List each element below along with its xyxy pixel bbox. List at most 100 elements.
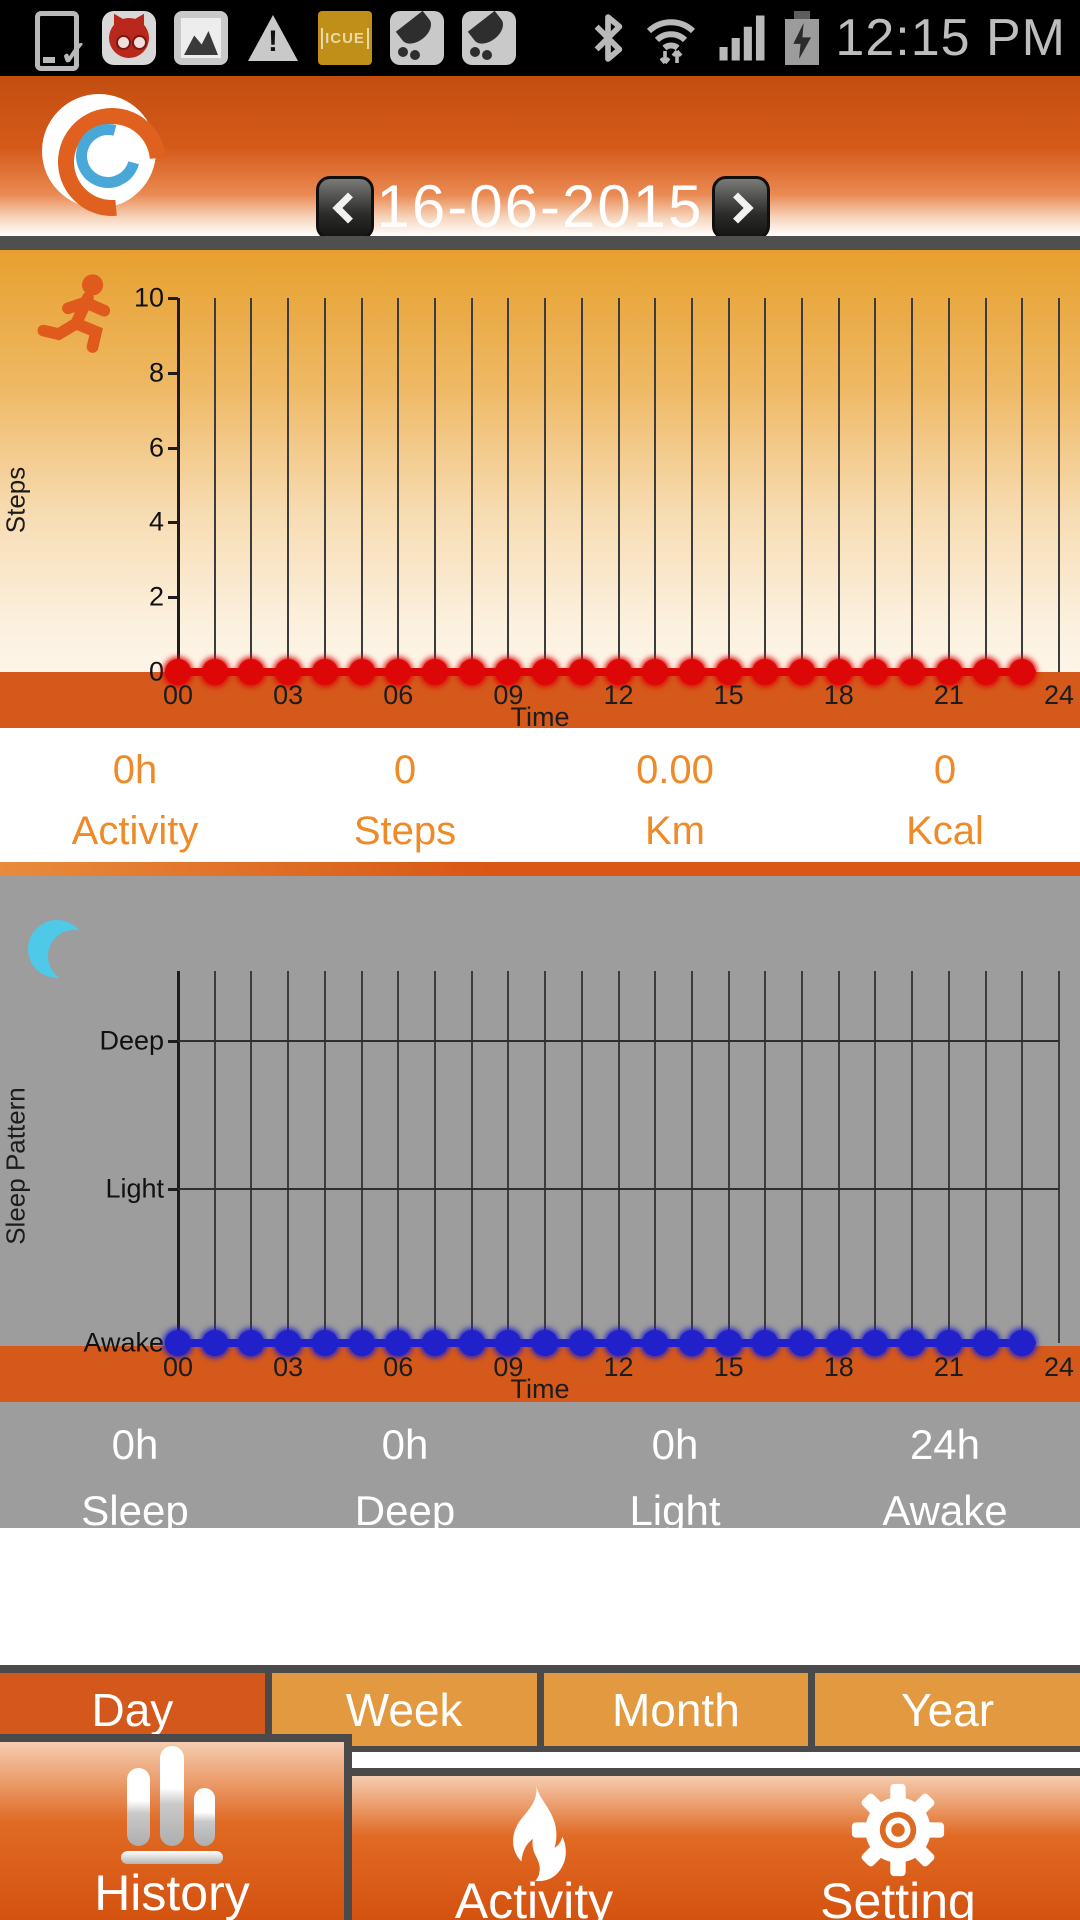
activity-stats-row: 0h Activity 0 Steps 0.00 Km 0 Kcal — [0, 740, 1080, 862]
notification-icons: ✓ ! ICUE — [30, 10, 516, 73]
data-point — [201, 659, 228, 685]
x-tick-label: 09 — [493, 1352, 524, 1382]
y-tick-label: 8 — [148, 357, 164, 388]
gridline-vertical — [764, 298, 767, 672]
wifi-icon — [647, 19, 696, 65]
data-point — [825, 1330, 852, 1356]
nav-setting[interactable]: Setting — [716, 1776, 1080, 1920]
x-tick-label: 06 — [383, 680, 414, 710]
gridline-vertical — [947, 298, 950, 672]
x-tick-label: 21 — [933, 1352, 964, 1382]
x-tick-label: 15 — [713, 1352, 744, 1382]
tab-day[interactable]: Day — [0, 1673, 265, 1746]
gridline-vertical — [507, 971, 510, 1343]
next-day-button[interactable] — [712, 176, 770, 240]
icue-label: ICUE — [321, 27, 369, 49]
data-point — [238, 1330, 265, 1356]
steps-y-axis-title: Steps — [0, 466, 31, 534]
data-point — [421, 1330, 448, 1356]
data-point — [789, 1330, 816, 1356]
gridline-vertical — [984, 298, 987, 672]
flame-icon — [488, 1782, 580, 1887]
gridline-vertical — [213, 298, 216, 672]
gridline-vertical — [690, 298, 693, 672]
data-point — [899, 659, 926, 685]
gridline-vertical — [837, 971, 840, 1343]
data-point — [532, 659, 559, 685]
tab-year[interactable]: Year — [815, 1673, 1080, 1746]
gridline-vertical — [397, 971, 400, 1343]
x-tick-label: 00 — [162, 680, 194, 710]
sleep-stats-row: 0h Sleep 0h Deep 0h Light 24h Awake — [0, 1421, 1080, 1535]
gridline-vertical — [1058, 298, 1060, 672]
data-point — [348, 1330, 375, 1356]
data-point — [1009, 1330, 1036, 1356]
data-point — [972, 659, 999, 685]
gridline-vertical — [470, 971, 473, 1343]
sleep-x-axis-title: Time — [510, 1374, 570, 1404]
date-navigator: 16-06-2015 — [0, 76, 1080, 240]
data-point — [678, 1330, 705, 1356]
battery-charging-icon — [785, 11, 820, 65]
data-point — [385, 659, 412, 685]
signal-strength-icon — [719, 15, 765, 61]
data-point — [642, 1330, 669, 1356]
gridline-vertical — [544, 971, 547, 1343]
tab-month[interactable]: Month — [543, 1673, 809, 1746]
data-point — [495, 1330, 522, 1356]
gridline-vertical — [470, 298, 473, 672]
runner-icon — [37, 274, 111, 353]
gridline-vertical — [360, 971, 363, 1343]
status-bar: ✓ ! ICUE — [0, 0, 1080, 76]
nav-history[interactable]: History — [0, 1734, 352, 1920]
data-point — [825, 659, 852, 685]
nav-history-label: History — [94, 1865, 250, 1920]
nav-activity[interactable]: Activity — [352, 1776, 716, 1920]
data-point — [605, 1330, 632, 1356]
gridline-vertical — [911, 971, 914, 1343]
gridline-vertical — [433, 971, 436, 1343]
y-axis-line — [177, 298, 180, 672]
steps-x-axis-title: Time — [510, 702, 570, 732]
period-tab-bar: Day Week Month Year — [0, 1665, 1080, 1752]
gridline-vertical — [580, 298, 583, 672]
gridline-vertical — [837, 298, 840, 672]
gridline-vertical — [1058, 971, 1060, 1343]
y-tick-label: Light — [105, 1173, 164, 1204]
gridline-vertical — [360, 298, 363, 672]
gridline-vertical — [287, 971, 290, 1343]
icue-icon: ICUE — [318, 11, 372, 65]
gridline-vertical — [947, 971, 950, 1343]
x-tick-label: 03 — [273, 1352, 304, 1382]
y-tick-label: 0 — [148, 656, 164, 687]
x-tick-label: 18 — [823, 680, 854, 710]
data-point — [385, 1330, 412, 1356]
steps-chart-panel: Steps Time 0 2 4 6 8 10 00 03 06 09 12 15 18 21 24 — [0, 250, 1080, 732]
gridline-vertical — [617, 298, 620, 672]
gridline-vertical — [250, 298, 253, 672]
y-axis-tick — [168, 446, 178, 450]
data-point — [165, 659, 191, 685]
gear-icon — [850, 1782, 946, 1883]
gridline-horizontal — [178, 1188, 1059, 1190]
gridline-vertical — [1021, 298, 1024, 672]
data-point — [752, 1330, 779, 1356]
tab-week[interactable]: Week — [271, 1673, 537, 1746]
data-point — [458, 659, 485, 685]
stat-sleep: 0h Sleep — [81, 1421, 189, 1534]
gridline-vertical — [874, 298, 877, 672]
x-tick-label: 03 — [273, 680, 304, 710]
gridline-vertical — [801, 298, 804, 672]
y-tick-label: 6 — [148, 432, 164, 463]
nav-activity-label: Activity — [454, 1873, 614, 1920]
stat-steps: 0 Steps — [353, 748, 457, 853]
previous-day-button[interactable] — [316, 176, 374, 240]
nav-setting-label: Setting — [820, 1873, 976, 1920]
sleep-y-axis-title: Sleep Pattern — [0, 1087, 31, 1245]
gridline-vertical — [764, 971, 767, 1343]
gridline-vertical — [727, 971, 730, 1343]
gridline-vertical — [690, 971, 693, 1343]
x-tick-label: 21 — [933, 680, 964, 710]
y-axis-tick — [168, 596, 178, 600]
